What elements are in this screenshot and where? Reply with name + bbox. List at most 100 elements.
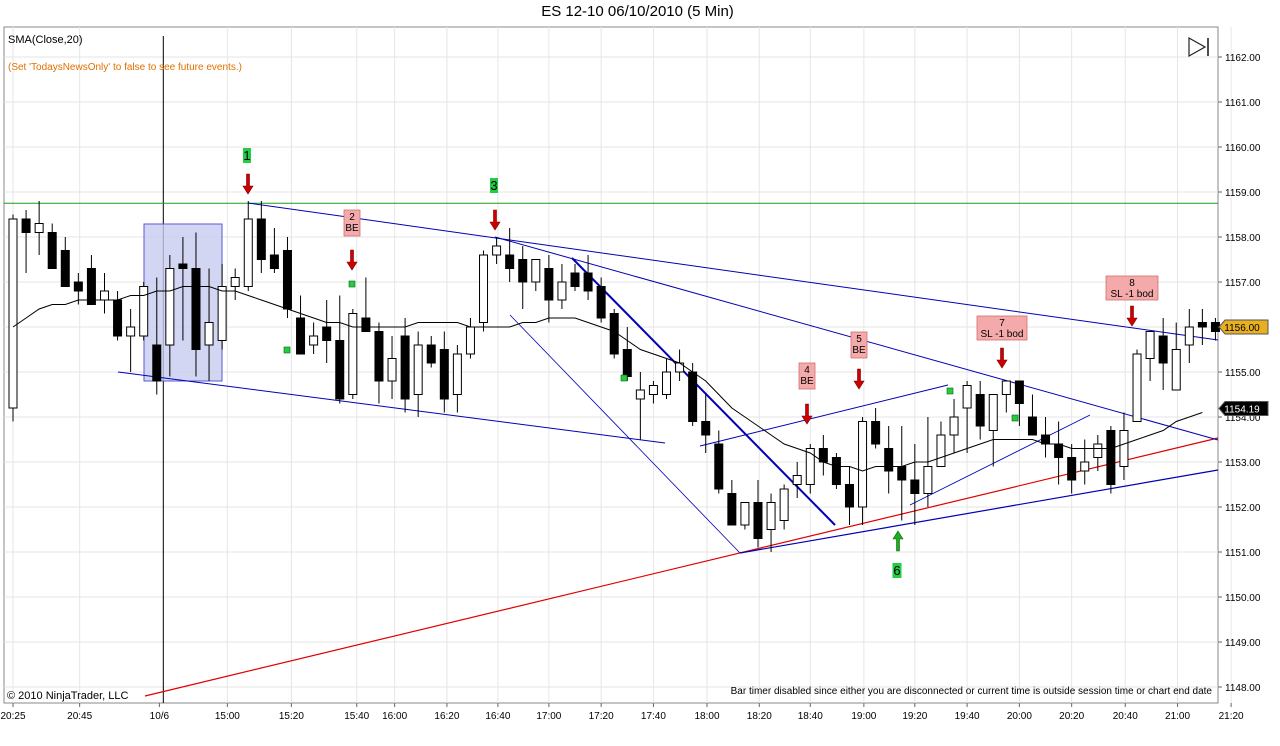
- candle[interactable]: [126, 309, 136, 372]
- candle[interactable]: [910, 444, 920, 525]
- candle[interactable]: [1014, 380, 1024, 426]
- candle-body: [1158, 335, 1168, 364]
- candle[interactable]: [243, 201, 253, 291]
- candle-body: [910, 479, 920, 494]
- scroll-to-end-icon[interactable]: [1188, 36, 1209, 58]
- sma-price-marker: 1154.19: [1218, 400, 1269, 416]
- candle[interactable]: [256, 201, 266, 273]
- candle[interactable]: [452, 345, 462, 413]
- candle[interactable]: [766, 493, 776, 553]
- candle[interactable]: [269, 228, 279, 273]
- candle-body: [296, 317, 306, 355]
- candle[interactable]: [635, 372, 645, 440]
- candle[interactable]: [387, 336, 397, 399]
- candle[interactable]: [544, 255, 554, 323]
- candle[interactable]: [400, 318, 410, 413]
- candle[interactable]: [361, 277, 371, 332]
- candle[interactable]: [1106, 426, 1116, 494]
- candle[interactable]: [1158, 318, 1168, 390]
- candle[interactable]: [753, 480, 763, 548]
- buy-arrow-icon: [892, 530, 904, 552]
- candle[interactable]: [844, 466, 854, 526]
- candle-body: [99, 290, 109, 301]
- candle[interactable]: [596, 277, 606, 323]
- candle[interactable]: [740, 502, 750, 530]
- candle[interactable]: [557, 264, 567, 309]
- candle[interactable]: [1132, 349, 1142, 422]
- candle[interactable]: [34, 201, 44, 255]
- trade-label-1: 1: [243, 148, 251, 163]
- candle[interactable]: [884, 426, 894, 494]
- candle[interactable]: [949, 399, 959, 453]
- candle[interactable]: [518, 246, 528, 309]
- candle-body: [596, 286, 606, 319]
- candle[interactable]: [662, 358, 671, 400]
- candle[interactable]: [1067, 444, 1077, 494]
- candle[interactable]: [139, 282, 149, 341]
- candle[interactable]: [648, 381, 658, 404]
- candle[interactable]: [309, 322, 319, 355]
- candle[interactable]: [47, 223, 57, 269]
- candle-body: [622, 349, 632, 377]
- candle-body: [688, 371, 698, 422]
- candle[interactable]: [374, 322, 384, 404]
- x-tick-label: 20:20: [1059, 711, 1084, 722]
- candle[interactable]: [8, 214, 18, 422]
- candle[interactable]: [1119, 412, 1129, 481]
- candle[interactable]: [73, 273, 83, 305]
- candle[interactable]: [805, 444, 815, 494]
- candle[interactable]: [21, 210, 31, 273]
- candle[interactable]: [975, 381, 985, 440]
- candle[interactable]: [230, 268, 240, 301]
- candle[interactable]: [492, 237, 502, 264]
- candle[interactable]: [1184, 309, 1194, 363]
- candle[interactable]: [165, 255, 175, 377]
- candle[interactable]: [701, 394, 711, 454]
- candle[interactable]: [531, 259, 541, 292]
- trade-label-number: 7: [999, 318, 1005, 329]
- candle[interactable]: [335, 295, 345, 404]
- candle[interactable]: [988, 394, 998, 467]
- candle[interactable]: [86, 255, 96, 305]
- candle-body: [714, 443, 724, 490]
- candle[interactable]: [479, 250, 489, 332]
- candle[interactable]: [779, 484, 789, 530]
- candle[interactable]: [426, 336, 436, 368]
- candle[interactable]: [60, 237, 70, 287]
- candle[interactable]: [1027, 394, 1037, 436]
- candle[interactable]: [152, 277, 162, 395]
- candle[interactable]: [204, 268, 214, 382]
- x-tick-label: 17:20: [589, 711, 614, 722]
- y-tick-label: 1148.00: [1225, 683, 1261, 694]
- candle[interactable]: [439, 331, 449, 413]
- sma-price-marker-text: 1154.19: [1224, 404, 1260, 415]
- candle[interactable]: [714, 430, 724, 494]
- candle[interactable]: [831, 453, 841, 489]
- trade-label-sub: SL -1 bod: [1111, 289, 1154, 300]
- candle[interactable]: [413, 331, 423, 418]
- candle[interactable]: [191, 232, 201, 377]
- candle[interactable]: [962, 381, 972, 453]
- candle[interactable]: [1197, 309, 1207, 345]
- candle[interactable]: [296, 295, 306, 355]
- candle[interactable]: [1080, 439, 1090, 485]
- candle[interactable]: [178, 237, 188, 341]
- candle[interactable]: [1145, 331, 1155, 382]
- candle[interactable]: [348, 309, 358, 399]
- candle[interactable]: [1093, 435, 1103, 471]
- candle[interactable]: [217, 264, 227, 350]
- candle[interactable]: [1171, 322, 1181, 391]
- candle[interactable]: [936, 421, 946, 467]
- candle[interactable]: [583, 255, 593, 300]
- candle[interactable]: [570, 264, 580, 291]
- candle[interactable]: [871, 408, 881, 449]
- candle[interactable]: [505, 228, 515, 282]
- candle[interactable]: [1001, 380, 1011, 413]
- y-tick-label: 1151.00: [1225, 548, 1261, 559]
- candle[interactable]: [322, 300, 332, 363]
- candle[interactable]: [727, 480, 737, 526]
- x-tick-label: 19:00: [851, 711, 876, 722]
- candle[interactable]: [792, 462, 802, 498]
- trade-label-number: 6: [893, 563, 900, 578]
